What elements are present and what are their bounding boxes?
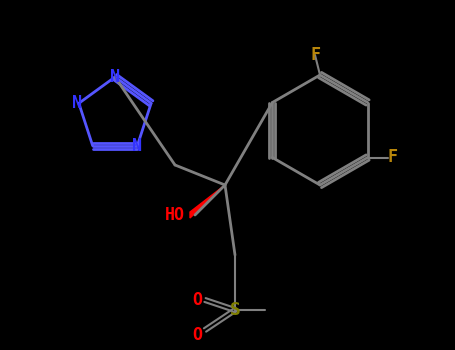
Text: HO: HO <box>165 206 185 224</box>
Text: N: N <box>132 137 142 155</box>
Text: N: N <box>72 94 82 112</box>
Text: N: N <box>110 68 120 86</box>
Text: O: O <box>192 291 202 309</box>
Text: S: S <box>230 301 240 319</box>
Polygon shape <box>190 185 225 218</box>
Text: F: F <box>310 46 320 64</box>
Text: F: F <box>388 148 398 167</box>
Text: O: O <box>192 326 202 344</box>
